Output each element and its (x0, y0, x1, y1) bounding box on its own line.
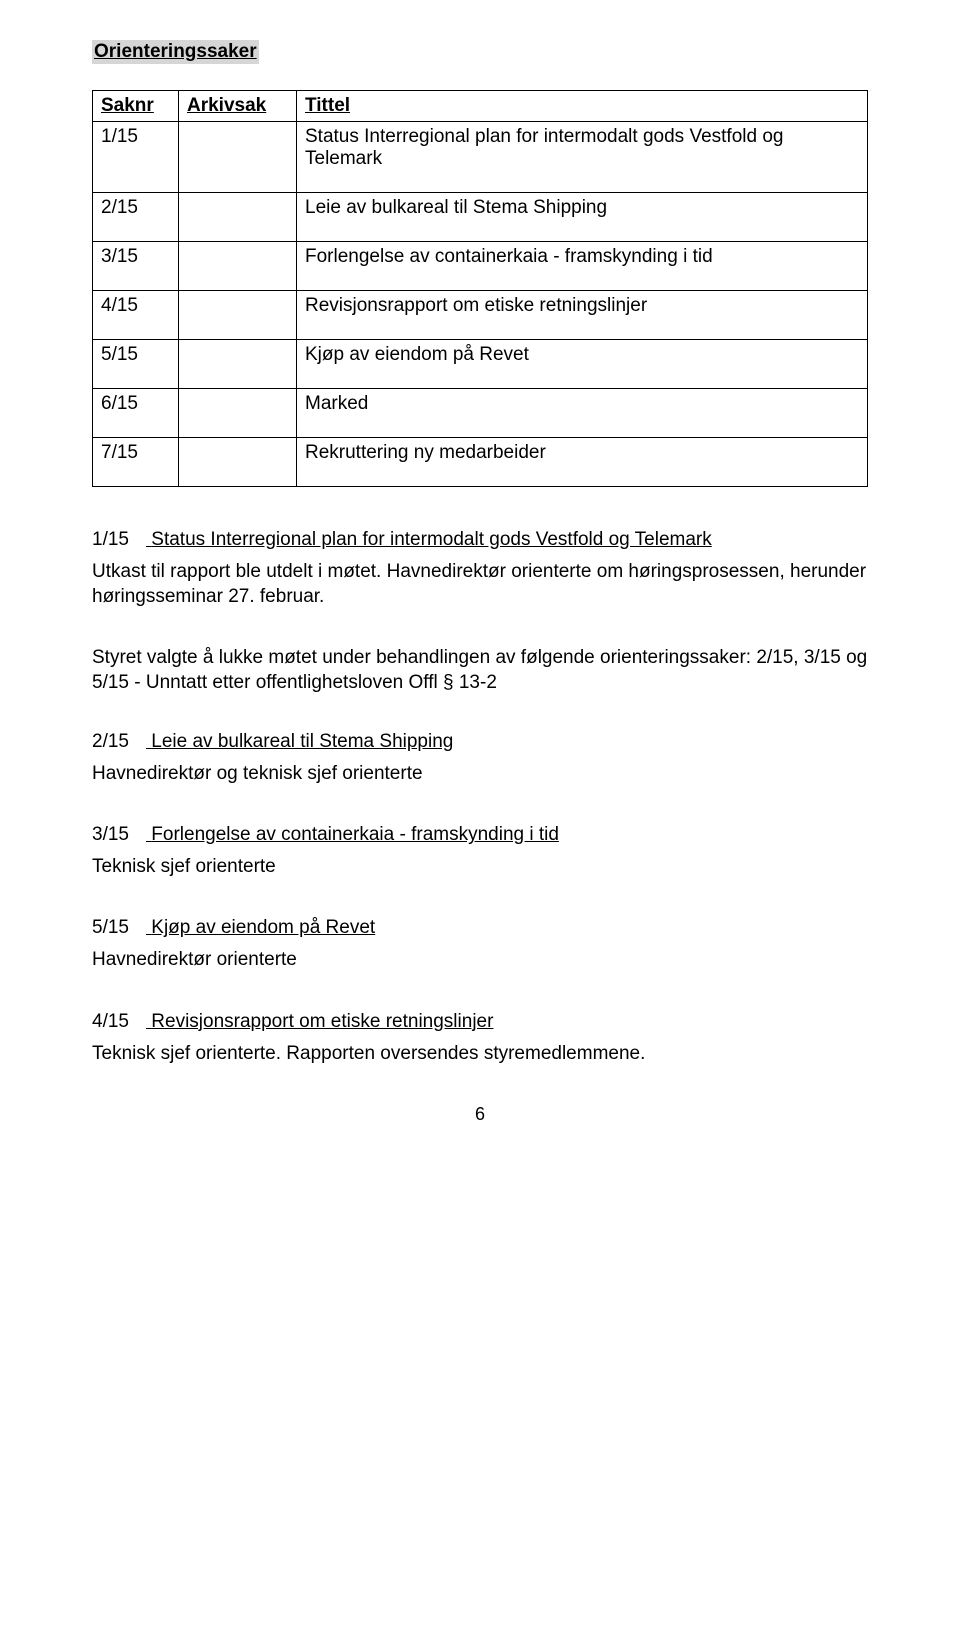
section-title-text: Orienteringssaker (92, 40, 259, 64)
table-row: 3/15 Forlengelse av containerkaia - fram… (93, 242, 868, 291)
cell-tittel: Revisjonsrapport om etiske retningslinje… (297, 291, 868, 340)
cell-tittel: Kjøp av eiendom på Revet (297, 340, 868, 389)
cell-saknr: 1/15 (93, 122, 179, 193)
cell-saknr: 5/15 (93, 340, 179, 389)
table-row: 1/15 Status Interregional plan for inter… (93, 122, 868, 193)
cell-arkivsak (179, 122, 297, 193)
cell-saknr: 2/15 (93, 193, 179, 242)
col-header-saknr: Saknr (93, 91, 179, 122)
item-body: Teknisk sjef orienterte (92, 854, 868, 879)
item-body: Havnedirektør og teknisk sjef orienterte (92, 761, 868, 786)
item-title: Kjøp av eiendom på Revet (151, 917, 375, 938)
item-title: Status Interregional plan for intermodal… (151, 529, 711, 550)
item-title: Forlengelse av containerkaia - framskynd… (151, 824, 559, 845)
item-title: Leie av bulkareal til Stema Shipping (151, 731, 453, 752)
item-heading: 1/15 Status Interregional plan for inter… (92, 529, 868, 551)
col-header-tittel: Tittel (297, 91, 868, 122)
cell-saknr: 7/15 (93, 438, 179, 487)
lock-notice: Styret valgte å lukke møtet under behand… (92, 645, 868, 695)
cell-tittel: Status Interregional plan for intermodal… (297, 122, 868, 193)
cell-arkivsak (179, 291, 297, 340)
item-number: 1/15 (92, 529, 146, 551)
table-row: 6/15 Marked (93, 389, 868, 438)
table-row: 4/15 Revisjonsrapport om etiske retnings… (93, 291, 868, 340)
table-row: 5/15 Kjøp av eiendom på Revet (93, 340, 868, 389)
item-body: Utkast til rapport ble utdelt i møtet. H… (92, 559, 868, 609)
item-heading: 4/15 Revisjonsrapport om etiske retnings… (92, 1011, 868, 1033)
cell-arkivsak (179, 389, 297, 438)
table-row: 2/15 Leie av bulkareal til Stema Shippin… (93, 193, 868, 242)
col-header-arkivsak: Arkivsak (179, 91, 297, 122)
item-number: 5/15 (92, 917, 146, 939)
item-heading: 2/15 Leie av bulkareal til Stema Shippin… (92, 731, 868, 753)
item-heading: 5/15 Kjøp av eiendom på Revet (92, 917, 868, 939)
cell-tittel: Rekruttering ny medarbeider (297, 438, 868, 487)
item-body: Teknisk sjef orienterte. Rapporten overs… (92, 1041, 868, 1066)
cell-arkivsak (179, 438, 297, 487)
table-header-row: Saknr Arkivsak Tittel (93, 91, 868, 122)
cell-arkivsak (179, 242, 297, 291)
document-page: Orienteringssaker Saknr Arkivsak Tittel … (0, 0, 960, 1165)
cell-tittel: Marked (297, 389, 868, 438)
cell-tittel: Forlengelse av containerkaia - framskynd… (297, 242, 868, 291)
agenda-table: Saknr Arkivsak Tittel 1/15 Status Interr… (92, 90, 868, 487)
agenda-table-body: 1/15 Status Interregional plan for inter… (93, 122, 868, 487)
item-heading: 3/15 Forlengelse av containerkaia - fram… (92, 824, 868, 846)
cell-saknr: 4/15 (93, 291, 179, 340)
cell-arkivsak (179, 340, 297, 389)
item-number: 3/15 (92, 824, 146, 846)
cell-saknr: 3/15 (93, 242, 179, 291)
page-number: 6 (92, 1104, 868, 1125)
table-row: 7/15 Rekruttering ny medarbeider (93, 438, 868, 487)
item-body: Havnedirektør orienterte (92, 947, 868, 972)
cell-saknr: 6/15 (93, 389, 179, 438)
item-number: 2/15 (92, 731, 146, 753)
item-title: Revisjonsrapport om etiske retningslinje… (151, 1011, 493, 1032)
cell-arkivsak (179, 193, 297, 242)
section-title: Orienteringssaker (92, 40, 868, 90)
cell-tittel: Leie av bulkareal til Stema Shipping (297, 193, 868, 242)
item-number: 4/15 (92, 1011, 146, 1033)
